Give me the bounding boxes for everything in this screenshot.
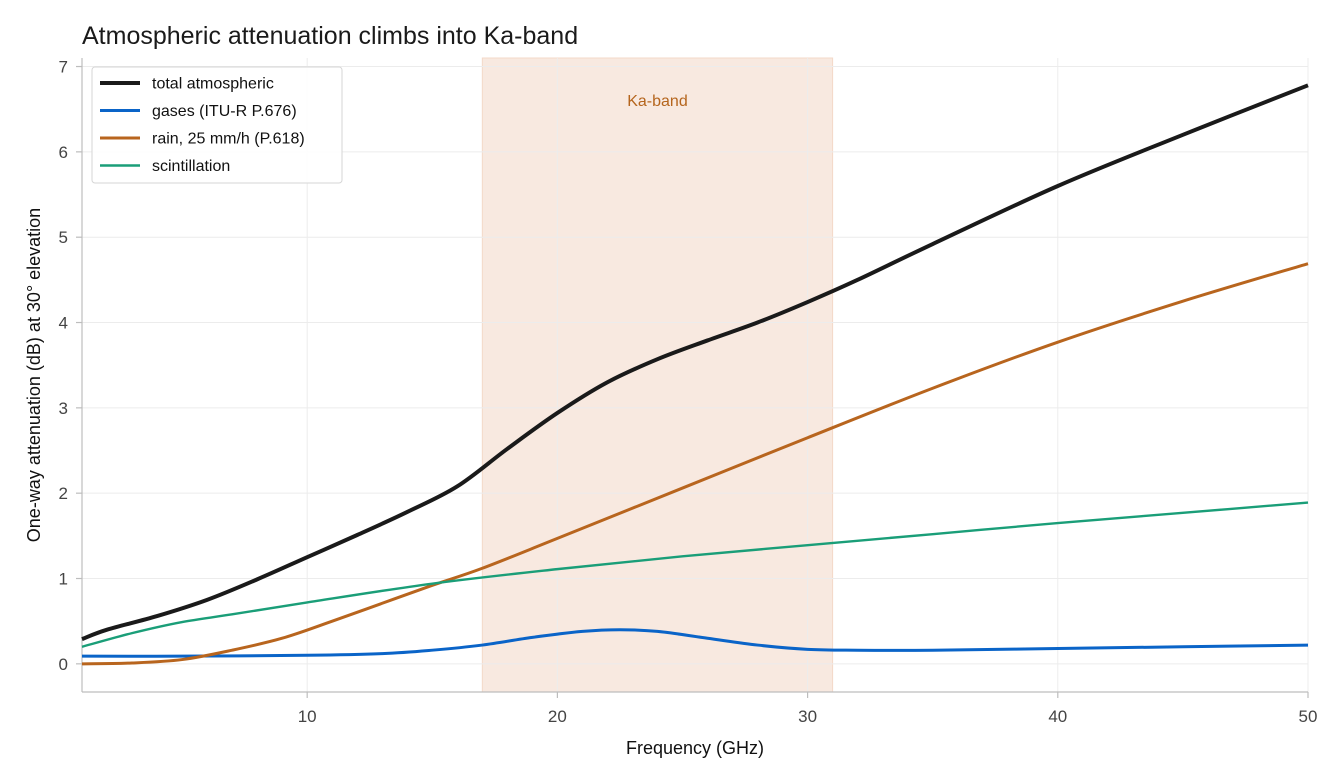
legend-box — [91, 66, 343, 184]
x-tick-label: 30 — [798, 707, 817, 726]
ka-band-shading — [481, 57, 834, 693]
y-tick-label: 3 — [59, 399, 68, 418]
series-line-scintillation — [81, 501, 1309, 648]
y-tick-label: 7 — [59, 58, 68, 77]
y-tick-label: 4 — [59, 314, 68, 333]
x-axis-label: Frequency (GHz) — [626, 738, 764, 758]
y-tick-label: 5 — [59, 228, 68, 247]
legend-label-gases-itu-r-p-676: gases (ITU-R P.676) — [152, 103, 297, 120]
series-line-gases-itu-r-p-676 — [81, 628, 1309, 658]
series-lines — [81, 83, 1309, 666]
x-tick-label: 50 — [1299, 707, 1318, 726]
axis-ticks: 10 20 30 40 50 0 1 2 3 4 5 6 7 — [59, 58, 1318, 726]
legend-label-rain-25-mm-h-p-618: rain, 25 mm/h (P.618) — [152, 131, 305, 148]
legend-label-scintillation: scintillation — [152, 158, 230, 175]
legend: total atmospheric gases (ITU-R P.676) rain… — [91, 66, 343, 184]
series-line-rain-25-mm-h-p-618 — [81, 262, 1309, 666]
legend-label-total-atmospheric: total atmospheric — [152, 76, 274, 93]
x-tick-label: 10 — [298, 707, 317, 726]
series-line-total-atmospheric — [81, 83, 1309, 641]
chart-title: Atmospheric attenuation climbs into Ka-b… — [82, 22, 578, 50]
ka-band-label: Ka-band — [627, 93, 688, 110]
y-axis-label: One-way attenuation (dB) at 30° elevatio… — [24, 208, 44, 542]
x-tick-label: 20 — [548, 707, 567, 726]
y-tick-label: 1 — [59, 570, 68, 589]
y-tick-label: 2 — [59, 484, 68, 503]
y-tick-label: 6 — [59, 143, 68, 162]
x-tick-label: 40 — [1048, 707, 1067, 726]
y-tick-label: 0 — [59, 655, 68, 674]
